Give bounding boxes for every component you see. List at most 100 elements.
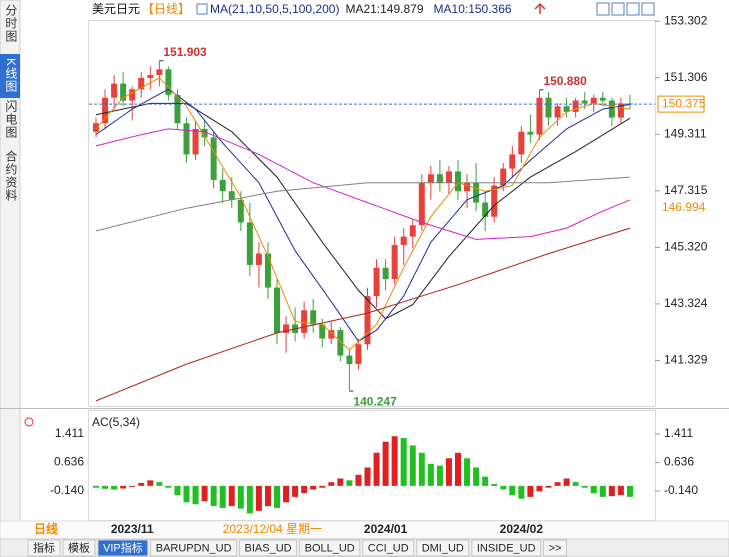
ac-bar xyxy=(445,458,452,486)
tab-bg xyxy=(543,539,567,557)
y-tick-label: 147.315 xyxy=(664,183,708,197)
ac-bar xyxy=(264,485,271,507)
ma-line xyxy=(95,128,631,240)
ac-bar xyxy=(400,438,407,486)
ac-bar xyxy=(138,482,145,486)
ac-bar xyxy=(283,485,290,503)
ac-bar xyxy=(192,485,199,505)
bottom-tab[interactable]: VIP指标 xyxy=(97,539,149,557)
candle-body xyxy=(554,106,561,118)
indicator-label: MA(21,10,50,5,100,200) xyxy=(210,2,339,16)
sidebar-tab[interactable]: 分时图 xyxy=(4,4,18,43)
candle-body xyxy=(518,131,525,155)
tab-label: VIP指标 xyxy=(103,540,143,554)
ac-bar xyxy=(156,482,163,486)
tool-icon[interactable] xyxy=(626,2,640,16)
candle-body xyxy=(436,174,443,183)
y-tick-label: 149.311 xyxy=(664,126,707,140)
candle-body xyxy=(364,296,371,345)
bottom-tab[interactable]: BIAS_UD xyxy=(239,539,298,557)
candle-body xyxy=(201,128,208,138)
indicator-icon[interactable] xyxy=(196,3,208,15)
tab-label: 模板 xyxy=(68,540,90,554)
tab-bg xyxy=(416,539,470,557)
candle-body xyxy=(373,267,380,297)
ac-bar xyxy=(228,485,235,507)
ac-bar xyxy=(626,485,633,497)
period-label: 【日线】 xyxy=(142,2,190,16)
candle-body xyxy=(581,100,588,104)
ac-bar xyxy=(473,467,480,486)
ac-bar xyxy=(581,485,588,488)
sidebar-tab[interactable]: K线图 xyxy=(4,58,18,93)
candle-body xyxy=(563,106,570,112)
bottom-tab[interactable]: 模板 xyxy=(62,539,96,557)
ac-bar xyxy=(346,480,353,486)
candle-body xyxy=(617,103,624,118)
ac-title: AC(5,34) xyxy=(92,415,140,429)
annotation: 150.880 xyxy=(543,74,587,88)
ac-bar xyxy=(436,465,443,486)
candle-body xyxy=(455,171,461,192)
trend-arrow xyxy=(534,2,546,14)
y-tick-label: 151.306 xyxy=(664,70,708,84)
candle-body xyxy=(500,168,507,186)
x-tick-label: 2024/01 xyxy=(364,522,408,536)
bottom-tab[interactable]: >> xyxy=(543,539,567,557)
candle-body xyxy=(237,199,244,223)
ma-line xyxy=(95,88,631,343)
x-tick-label: 2024/02 xyxy=(500,522,544,536)
candle-body xyxy=(608,100,615,118)
ac-bar xyxy=(545,485,552,488)
candle-body xyxy=(93,123,99,132)
ac-bar xyxy=(464,458,471,486)
sidebar-tab[interactable]: 合约资料 xyxy=(4,149,18,202)
y-tick-label-left: 0.636 xyxy=(54,455,84,469)
candle-body xyxy=(382,267,389,280)
ma-line xyxy=(95,176,631,232)
last-price-label: 150.375 xyxy=(662,96,706,110)
candle-body xyxy=(102,97,109,124)
candle-body xyxy=(355,344,362,365)
ac-bar xyxy=(219,485,226,508)
candle-body xyxy=(409,225,416,237)
ac-bar xyxy=(554,482,561,486)
candle-body xyxy=(328,330,335,339)
bottom-tab[interactable]: DMI_UD xyxy=(416,539,470,557)
tab-bg xyxy=(150,539,238,557)
ac-bar xyxy=(337,478,344,486)
bottom-tab[interactable]: BARUPDN_UD xyxy=(150,539,238,557)
candle-body xyxy=(337,330,344,356)
ac-bar xyxy=(120,485,127,489)
ac-bar xyxy=(93,485,99,488)
candle-body xyxy=(129,89,136,101)
tab-label: 指标 xyxy=(33,540,55,554)
bottom-tab[interactable]: CCI_UD xyxy=(362,539,415,557)
candle-body xyxy=(599,97,606,101)
tab-bg xyxy=(299,539,361,557)
y-tick-label-left: -0.140 xyxy=(50,483,84,497)
ac-bar xyxy=(427,463,434,486)
main-frame xyxy=(88,20,656,407)
candle-body xyxy=(527,131,534,135)
tab-label: BARUPDN_UD xyxy=(156,542,232,554)
candle-body xyxy=(400,236,407,246)
candle-body xyxy=(427,174,434,183)
ac-bar xyxy=(599,485,606,497)
candle-body xyxy=(572,100,579,112)
tool-icon[interactable] xyxy=(611,2,625,16)
bottom-tab[interactable]: 指标 xyxy=(27,539,61,557)
candle-body xyxy=(156,69,163,76)
bottom-tab[interactable]: INSIDE_UD xyxy=(471,539,542,557)
ac-bar xyxy=(455,452,461,486)
tool-icon[interactable] xyxy=(596,2,610,16)
chart-title: 美元日元 xyxy=(92,2,140,16)
sidebar-tab[interactable]: 闪电图 xyxy=(4,100,18,139)
tool-icon[interactable] xyxy=(641,2,655,16)
ac-bar xyxy=(201,485,208,502)
ac-bar xyxy=(319,485,326,488)
period-tab[interactable]: 日线 xyxy=(34,521,58,536)
candle-body xyxy=(165,69,172,95)
bottom-tab[interactable]: BOLL_UD xyxy=(299,539,361,557)
ac-bar xyxy=(237,485,244,509)
